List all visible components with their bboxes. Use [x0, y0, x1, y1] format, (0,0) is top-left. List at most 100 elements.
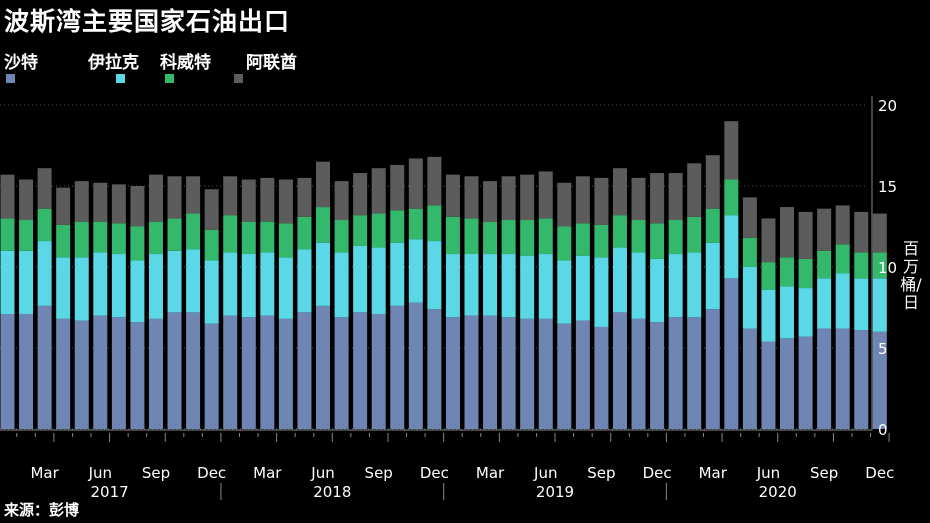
bar-segment-saudi [594, 326, 609, 429]
bar-segment-saudi [408, 302, 423, 429]
bar-segment-saudi [724, 278, 739, 429]
bar-segment-uae [186, 176, 201, 214]
bar-segment-saudi [872, 331, 887, 429]
bar-segment-uae [241, 179, 256, 222]
bar-segment-kuwait [371, 213, 386, 248]
bar-segment-kuwait [538, 218, 553, 255]
bar-segment-saudi [297, 312, 312, 429]
bar-segment-kuwait [687, 216, 702, 253]
bar-segment-kuwait [612, 215, 627, 248]
bar-segment-kuwait [0, 218, 15, 251]
x-tick-label: Mar [476, 464, 505, 482]
bar-segment-iraq [93, 252, 108, 316]
bar-segment-saudi [93, 315, 108, 429]
bar-segment-kuwait [130, 226, 145, 261]
bar-segment-iraq [278, 257, 293, 319]
bar-segment-kuwait [742, 237, 757, 267]
bar-segment-iraq [148, 254, 163, 319]
bar-segment-saudi [483, 315, 498, 429]
chart-title: 波斯湾主要国家石油出口 [4, 7, 291, 36]
bar-segment-saudi [56, 318, 71, 429]
bar-segment-uae [130, 186, 145, 227]
bar-segment-iraq [687, 252, 702, 318]
bar-segment-saudi [0, 313, 15, 429]
bar-segment-saudi [742, 328, 757, 429]
bar-segment-iraq [223, 252, 238, 316]
bar-segment-iraq [37, 241, 52, 306]
bar-segment-saudi [798, 336, 813, 429]
bar-segment-iraq [260, 252, 275, 316]
bar-segment-uae [557, 182, 572, 227]
x-tick-label: Sep [587, 464, 615, 482]
bar-segment-kuwait [724, 179, 739, 216]
bar-segment-uae [0, 174, 15, 219]
bar-segment-kuwait [278, 223, 293, 258]
year-label: 2018 [313, 483, 351, 501]
bar-segment-iraq [705, 242, 720, 310]
bar-segment-kuwait [631, 220, 646, 253]
bar-segment-uae [297, 177, 312, 217]
bar-segment-uae [575, 176, 590, 224]
bar-segment-kuwait [557, 226, 572, 261]
bar-segment-uae [148, 174, 163, 222]
legend-label-iraq: 伊拉克 [88, 53, 139, 73]
bar-segment-kuwait [705, 208, 720, 243]
x-tick-label: Dec [197, 464, 226, 482]
y-tick-label: 0 [878, 421, 888, 439]
y-tick-label: 15 [878, 178, 897, 196]
x-tick-label: Dec [865, 464, 894, 482]
bar-segment-uae [872, 213, 887, 253]
bar-segment-uae [761, 218, 776, 263]
bar-segment-iraq [742, 267, 757, 329]
bar-segment-saudi [19, 313, 34, 429]
bar-segment-iraq [575, 255, 590, 321]
bar-segment-kuwait [650, 223, 665, 259]
bar-segment-saudi [204, 323, 219, 429]
legend-label-saudi: 沙特 [4, 53, 38, 73]
bar-segment-iraq [798, 288, 813, 337]
y-tick-label: 10 [878, 259, 897, 277]
bar-segment-uae [390, 164, 405, 211]
bar-segment-uae [93, 182, 108, 222]
bar-segment-iraq [854, 278, 869, 331]
bar-segment-saudi [278, 318, 293, 429]
bar-segment-kuwait [798, 258, 813, 289]
legend-swatch-iraq [116, 74, 125, 83]
bar-segment-saudi [167, 312, 182, 429]
bar-segment-uae [167, 176, 182, 219]
y-axis-label: 百万桶/日 [900, 239, 922, 312]
bar-segment-saudi [817, 328, 832, 429]
bar-segment-uae [668, 173, 683, 221]
bar-segment-kuwait [223, 215, 238, 253]
bar-segment-uae [260, 177, 275, 222]
bar-segment-iraq [872, 278, 887, 332]
bar-segment-uae [650, 173, 665, 224]
bar-segment-saudi [371, 313, 386, 429]
bar-segment-uae [780, 207, 795, 258]
bar-segment-kuwait [575, 223, 590, 256]
bar-segment-iraq [612, 247, 627, 313]
bar-segment-kuwait [835, 244, 850, 274]
bar-segment-uae [334, 181, 349, 221]
bar-segment-kuwait [668, 220, 683, 255]
x-tick-label: Jun [310, 464, 334, 482]
bar-segment-saudi [612, 312, 627, 429]
bar-segment-saudi [687, 317, 702, 429]
bar-segment-kuwait [594, 224, 609, 258]
legend-swatch-kuwait [165, 74, 174, 83]
bar-segment-iraq [650, 258, 665, 323]
bar-segment-saudi [334, 317, 349, 429]
bar-segment-kuwait [186, 213, 201, 250]
bar-segment-iraq [631, 252, 646, 319]
bar-segment-uae [483, 181, 498, 222]
bar-segment-uae [74, 181, 89, 222]
bar-segment-kuwait [780, 257, 795, 287]
bar-segment-kuwait [427, 205, 442, 242]
x-tick-label: Jun [533, 464, 557, 482]
bar-segment-uae [631, 177, 646, 221]
bar-segment-iraq [353, 245, 368, 313]
bar-segment-uae [19, 179, 34, 221]
bar-segment-uae [445, 174, 460, 217]
bar-segment-saudi [668, 317, 683, 429]
bar-segment-iraq [390, 242, 405, 306]
